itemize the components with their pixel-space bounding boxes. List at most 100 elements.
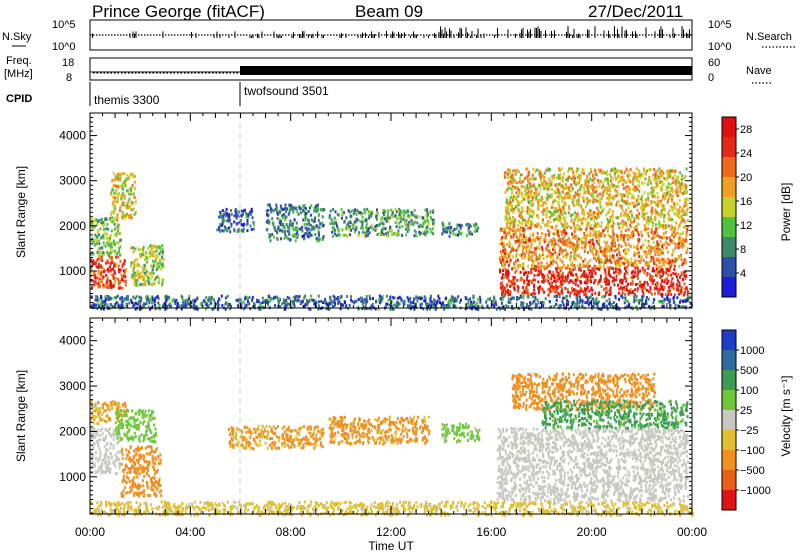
echo-cell (560, 194, 563, 198)
echo-cell (99, 273, 102, 277)
echo-cell (610, 241, 613, 245)
echo-cell (102, 224, 105, 228)
echo-cell (361, 230, 364, 234)
echo-cell (520, 192, 523, 196)
echo-cell (331, 301, 333, 305)
echo-cell (654, 230, 656, 234)
echo-cell (547, 233, 550, 237)
echo-cell (641, 208, 644, 212)
echo-cell (106, 275, 109, 279)
echo-cell (577, 189, 579, 192)
echo-cell (320, 208, 323, 212)
echo-cell (272, 235, 275, 239)
echo-cell (571, 301, 574, 304)
echo-cell (133, 196, 136, 199)
echo-cell (512, 210, 515, 214)
nave-trace-dense (240, 66, 692, 75)
echo-cell (686, 198, 689, 201)
echo-cell (535, 194, 538, 198)
echo-cell (237, 210, 239, 214)
echo-cell (537, 223, 540, 227)
echo-cell (590, 192, 593, 196)
echo-cell (591, 238, 594, 242)
echo-cell (299, 302, 302, 306)
echo-cell (670, 261, 673, 265)
echo-cell (507, 271, 510, 275)
echo-cell (342, 233, 345, 237)
echo-cell (95, 265, 98, 269)
echo-cell (642, 268, 645, 272)
echo-cell (655, 203, 658, 207)
echo-cell (505, 201, 507, 205)
echo-cell (124, 270, 127, 273)
echo-cell (114, 196, 117, 200)
echo-cell (657, 199, 660, 203)
echo-cell (559, 175, 562, 178)
echo-cell (508, 171, 511, 175)
echo-cell (415, 230, 417, 234)
echo-cell (577, 203, 580, 207)
echo-cell (520, 181, 522, 185)
echo-cell (95, 242, 98, 246)
echo-cell (607, 259, 610, 263)
echo-cell (542, 280, 545, 284)
echo-cell (133, 283, 136, 287)
echo-cell (619, 270, 622, 274)
echo-cell (398, 212, 401, 216)
echo-cell (543, 265, 545, 268)
echo-cell (522, 236, 525, 240)
echo-cell (607, 211, 610, 214)
echo-cell (614, 270, 617, 274)
echo-cell (566, 196, 569, 200)
echo-cell (581, 171, 583, 174)
echo-cell (663, 285, 666, 289)
echo-cell (142, 253, 145, 256)
echo-cell (510, 284, 513, 288)
echo-cell (350, 228, 353, 232)
echo-cell (614, 267, 617, 271)
echo-cell (567, 205, 570, 208)
echo-cell (545, 246, 548, 250)
echo-cell (669, 169, 672, 173)
echo-cell (639, 261, 642, 265)
echo-cell (133, 266, 135, 270)
echo-cell (111, 178, 114, 182)
echo-cell (646, 218, 649, 222)
echo-cell (527, 238, 530, 242)
echo-cell (640, 259, 642, 263)
echo-cell (499, 307, 502, 311)
echo-cell (150, 264, 153, 268)
echo-cell (118, 209, 121, 212)
echo-cell (659, 174, 662, 177)
echo-cell (152, 251, 155, 255)
echo-cell (678, 209, 681, 213)
echo-cell (588, 214, 591, 218)
echo-cell (584, 289, 587, 293)
echo-cell (540, 272, 543, 276)
echo-cell (626, 300, 629, 303)
echo-cell (541, 174, 544, 178)
echo-cell (411, 305, 414, 309)
echo-cell (341, 228, 344, 232)
echo-cell (674, 246, 677, 250)
echo-cell (368, 214, 371, 218)
echo-cell (529, 220, 532, 223)
echo-cell (631, 194, 634, 198)
echo-cell (593, 219, 596, 223)
echo-cell (378, 222, 381, 226)
echo-cell (512, 279, 515, 283)
echo-cell (153, 263, 156, 267)
echo-cell (243, 222, 245, 226)
echo-cell (543, 187, 546, 190)
echo-cell (559, 239, 562, 243)
echo-cell (660, 236, 663, 239)
echo-cell (620, 195, 623, 199)
echo-cell (549, 211, 552, 215)
echo-cell (659, 171, 662, 175)
echo-cell (566, 192, 569, 195)
echo-cell (572, 170, 575, 174)
echo-cell (685, 197, 688, 201)
echo-cell (612, 244, 615, 247)
echo-cell (99, 227, 102, 231)
echo-cell (592, 247, 595, 251)
